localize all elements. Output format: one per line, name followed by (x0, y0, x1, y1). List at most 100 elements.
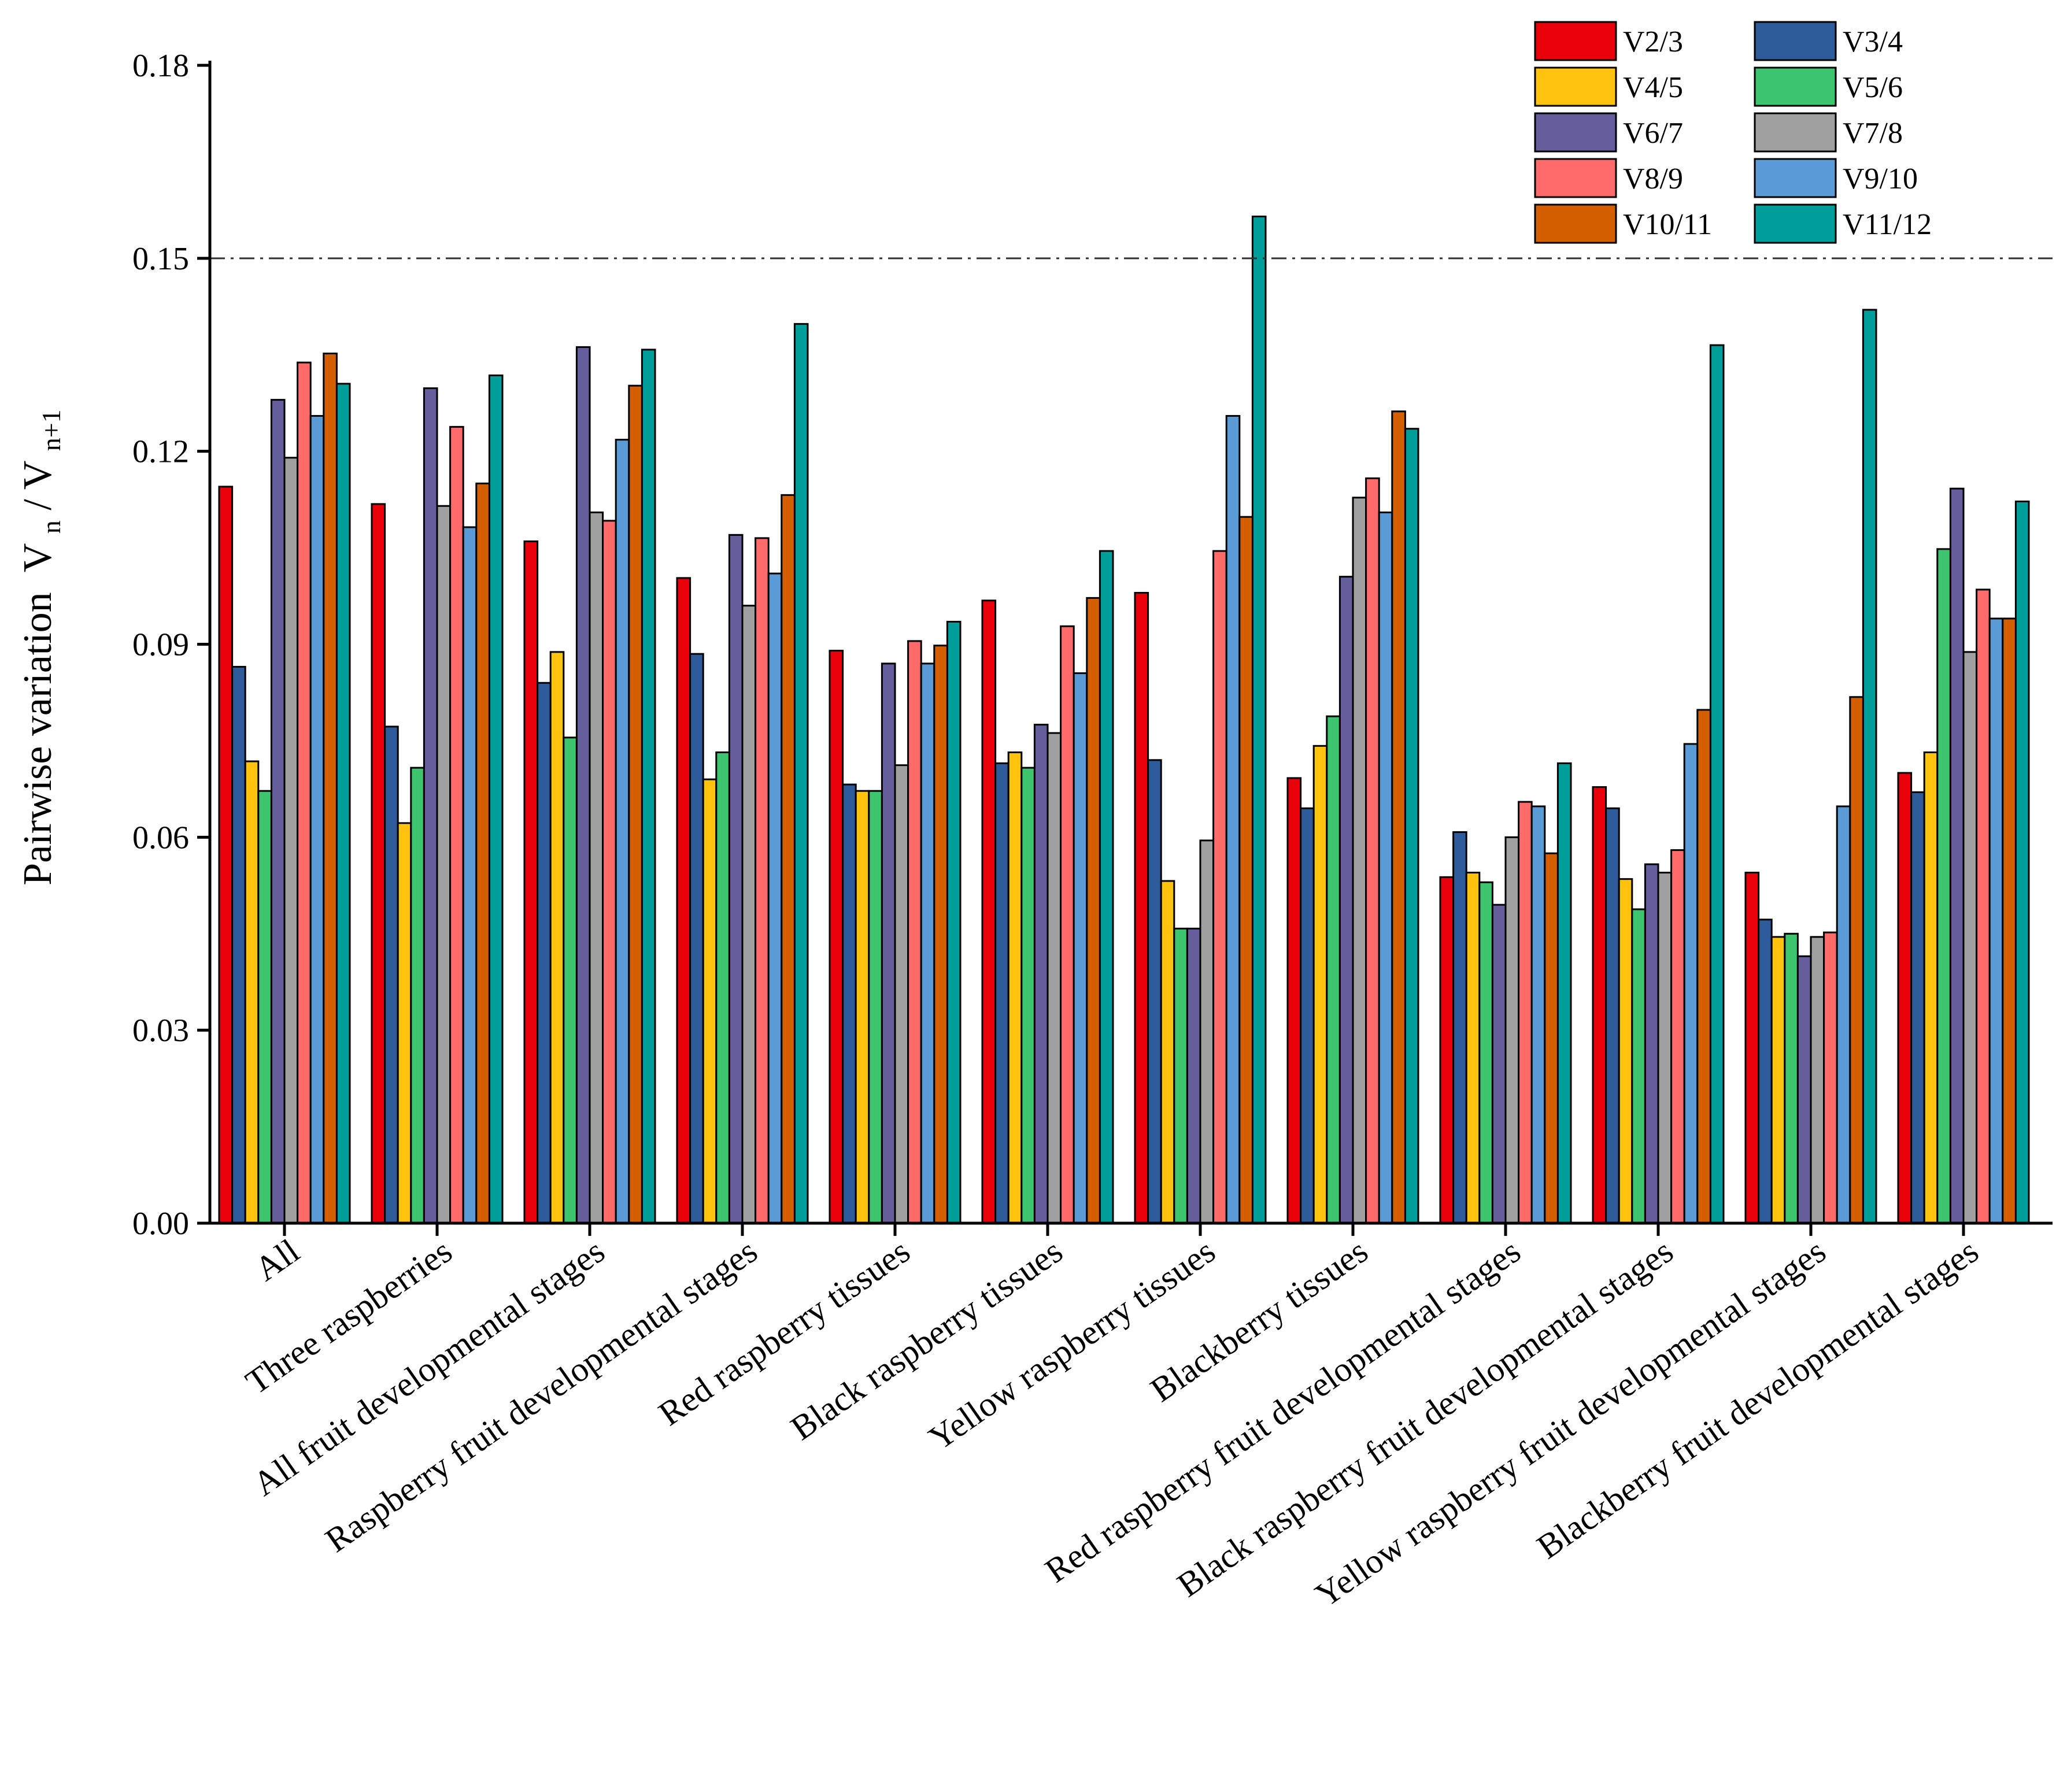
bar-7-series-4 (1173, 927, 1188, 1224)
bar-9-series-7 (1518, 801, 1533, 1224)
y-tick-label-6: 0.15 (132, 241, 189, 277)
bar-11-series-3 (1770, 936, 1786, 1224)
legend-swatch-10 (1754, 203, 1837, 244)
bar-2-series-3 (397, 822, 412, 1224)
bar-8-series-2 (1300, 807, 1315, 1224)
bar-12-series-7 (1976, 588, 1991, 1224)
bar-2-series-5 (423, 387, 438, 1224)
bar-7-series-7 (1212, 550, 1227, 1224)
bar-2-series-10 (488, 374, 504, 1224)
bar-11-series-5 (1796, 955, 1812, 1224)
bar-9-series-4 (1478, 881, 1493, 1224)
bar-7-series-9 (1238, 516, 1253, 1224)
y-axis-title-sub1: n (36, 520, 66, 534)
bar-2-series-1 (371, 503, 386, 1224)
category-label-7: Yellow raspberry tissues (922, 1232, 1222, 1458)
bar-6-series-9 (1086, 597, 1101, 1224)
bar-12-series-1 (1897, 772, 1913, 1224)
bar-10-series-10 (1709, 344, 1725, 1224)
bar-6-series-4 (1020, 767, 1036, 1224)
legend-label-3: V4/5 (1623, 71, 1683, 104)
bar-3-series-2 (537, 682, 552, 1224)
bar-3-series-8 (615, 439, 630, 1224)
legend-swatch-3 (1534, 66, 1617, 107)
bar-11-series-6 (1810, 936, 1825, 1224)
y-axis-title-v2: V (16, 461, 60, 490)
bar-5-series-1 (829, 650, 844, 1224)
legend-label-2: V3/4 (1843, 25, 1903, 58)
bar-6-series-7 (1060, 625, 1075, 1224)
bar-9-series-8 (1530, 805, 1546, 1224)
y-tick-label-2: 0.03 (132, 1013, 189, 1049)
bar-7-series-3 (1160, 880, 1175, 1224)
bar-5-series-10 (946, 621, 962, 1224)
bar-3-series-6 (589, 511, 604, 1224)
bar-5-series-9 (933, 645, 948, 1224)
bar-1-series-10 (335, 383, 351, 1224)
y-tick-label-5: 0.12 (132, 434, 189, 470)
bar-5-series-2 (842, 783, 857, 1224)
bar-6-series-8 (1073, 672, 1088, 1224)
y-axis-title-text: Pairwise variation V n / V n+1 (16, 409, 69, 885)
bar-10-series-6 (1657, 872, 1673, 1224)
bar-12-series-3 (1923, 751, 1939, 1224)
bar-4-series-2 (689, 653, 704, 1224)
bar-4-series-1 (676, 577, 692, 1224)
bar-3-series-1 (523, 540, 539, 1224)
legend-swatch-8 (1754, 158, 1837, 198)
bar-1-series-3 (244, 760, 260, 1224)
y-axis-title: Pairwise variation V n / V n+1 (16, 409, 69, 885)
bar-1-series-2 (231, 665, 246, 1224)
legend-swatch-5 (1534, 112, 1617, 153)
bar-3-series-9 (628, 384, 643, 1224)
bar-1-series-6 (283, 457, 299, 1224)
bar-8-series-1 (1286, 777, 1302, 1224)
legend-swatch-7 (1534, 158, 1617, 198)
legend-label-5: V6/7 (1623, 117, 1683, 150)
bar-9-series-10 (1556, 762, 1572, 1224)
bar-12-series-5 (1949, 487, 1965, 1224)
bar-2-series-9 (475, 482, 490, 1224)
bar-7-series-10 (1251, 216, 1267, 1224)
bar-12-series-8 (1988, 617, 2004, 1224)
bar-6-series-1 (981, 599, 997, 1224)
bar-10-series-4 (1631, 908, 1646, 1224)
y-tick-label-7: 0.18 (132, 48, 189, 84)
bar-3-series-10 (641, 349, 656, 1224)
bar-11-series-4 (1784, 932, 1799, 1224)
legend-swatch-1 (1534, 21, 1617, 61)
bar-6-series-2 (994, 762, 1009, 1224)
bar-12-series-4 (1936, 548, 1951, 1224)
y-tick-label-4: 0.09 (132, 627, 189, 663)
bar-9-series-1 (1439, 876, 1455, 1224)
bar-10-series-9 (1696, 709, 1711, 1224)
bar-1-series-9 (323, 353, 338, 1224)
y-axis-title-word: Pairwise variation (16, 592, 60, 885)
legend-swatch-4 (1754, 66, 1837, 107)
bar-10-series-7 (1670, 849, 1685, 1224)
bar-7-series-2 (1147, 759, 1162, 1224)
bar-2-series-4 (410, 767, 425, 1224)
bar-2-series-2 (384, 725, 399, 1224)
bar-10-series-5 (1644, 863, 1659, 1224)
bar-1-series-5 (270, 399, 286, 1224)
bar-12-series-6 (1962, 651, 1978, 1224)
bar-8-series-6 (1352, 497, 1367, 1224)
bar-9-series-6 (1504, 836, 1520, 1224)
bar-10-series-1 (1592, 786, 1607, 1224)
bar-3-series-7 (602, 520, 617, 1224)
legend-label-7: V8/9 (1623, 162, 1683, 195)
legend-label-1: V2/3 (1623, 25, 1683, 58)
y-tick-label-3: 0.06 (132, 820, 189, 856)
category-label-5: Red raspberry tissues (652, 1232, 916, 1433)
bar-8-series-5 (1338, 576, 1354, 1224)
bar-4-series-7 (755, 537, 770, 1224)
bar-10-series-2 (1605, 807, 1620, 1224)
category-label-6: Black raspberry tissues (784, 1232, 1070, 1447)
bar-3-series-5 (575, 346, 591, 1224)
bar-12-series-2 (1910, 791, 1925, 1224)
bar-10-series-8 (1683, 743, 1699, 1224)
legend-label-9: V10/11 (1623, 208, 1712, 241)
bar-12-series-10 (2014, 500, 2030, 1224)
